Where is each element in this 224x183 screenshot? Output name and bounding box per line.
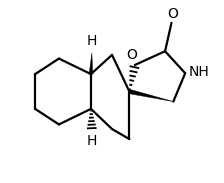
Polygon shape — [129, 89, 173, 102]
Text: H: H — [87, 34, 97, 48]
Text: O: O — [127, 48, 138, 62]
Polygon shape — [89, 53, 93, 74]
Text: O: O — [168, 7, 178, 21]
Text: H: H — [87, 134, 97, 148]
Text: NH: NH — [188, 65, 209, 79]
